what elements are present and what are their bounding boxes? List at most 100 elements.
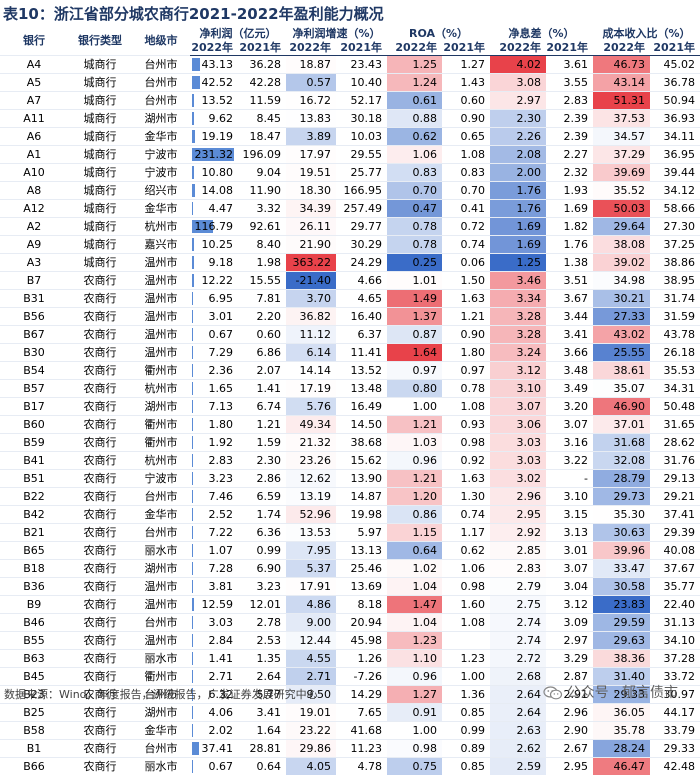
roa-2022-cell: 0.80 (387, 380, 442, 398)
growth-2021-cell: 10.03 (336, 128, 387, 146)
roa-2022-cell: 0.86 (387, 506, 442, 524)
region-cell: 湖州市 (132, 704, 190, 722)
net-profit-value: 0.67 (209, 328, 234, 341)
roa-2021-cell: 0.06 (442, 254, 490, 272)
nim-2022-cell: 3.08 (490, 74, 546, 92)
roa-2022-cell: 1.27 (387, 686, 442, 704)
nim-2022-cell: 1.76 (490, 200, 546, 218)
nim-2021-cell: 2.32 (546, 164, 593, 182)
net-profit-value: 7.13 (209, 400, 234, 413)
net-profit-bar (192, 238, 194, 251)
growth-2021-cell: 166.95 (336, 182, 387, 200)
roa-2022-cell: 0.91 (387, 704, 442, 722)
cost-income-2022-cell: 43.02 (593, 326, 650, 344)
growth-2021-cell: -7.26 (336, 668, 387, 686)
nim-2022-cell: 2.95 (490, 506, 546, 524)
net-profit-2021-cell: 6.74 (238, 398, 286, 416)
net-profit-2022-cell: 4.06 (190, 704, 238, 722)
year-header: 2022年 (190, 41, 238, 56)
region-cell: 台州市 (132, 92, 190, 110)
region-cell: 温州市 (132, 272, 190, 290)
nim-2022-cell: 2.68 (490, 668, 546, 686)
page-title: 表10：浙江省部分城农商行2021-2022年盈利能力概况 (3, 2, 384, 26)
net-profit-value: 7.22 (209, 526, 234, 539)
growth-2021-cell: 13.90 (336, 470, 387, 488)
roa-2022-cell: 1.00 (387, 398, 442, 416)
roa-2021-cell: 0.92 (442, 452, 490, 470)
type-cell: 农商行 (68, 758, 132, 775)
nim-2022-cell: 2.30 (490, 110, 546, 128)
net-profit-value: 1.92 (209, 436, 234, 449)
net-profit-2021-cell: 28.81 (238, 740, 286, 758)
cost-income-2022-cell: 29.64 (593, 218, 650, 236)
region-cell: 丽水市 (132, 650, 190, 668)
cost-income-2022-cell: 38.08 (593, 236, 650, 254)
growth-2022-cell: 6.14 (286, 344, 336, 362)
nim-2021-cell: 3.61 (546, 56, 593, 74)
growth-2022-cell: 5.76 (286, 398, 336, 416)
net-profit-2021-cell: 0.99 (238, 542, 286, 560)
cost-income-2021-cell: 34.11 (650, 128, 700, 146)
nim-2021-cell: 3.04 (546, 578, 593, 596)
net-profit-2021-cell: 0.60 (238, 326, 286, 344)
cost-income-2021-cell: 38.86 (650, 254, 700, 272)
net-profit-2021-cell: 42.28 (238, 74, 286, 92)
type-cell: 农商行 (68, 308, 132, 326)
net-profit-value: 9.18 (209, 256, 234, 269)
net-profit-2022-cell: 9.18 (190, 254, 238, 272)
cost-income-2022-cell: 35.52 (593, 182, 650, 200)
type-cell: 城商行 (68, 146, 132, 164)
net-profit-bar (192, 472, 193, 485)
nim-2022-cell: 3.10 (490, 380, 546, 398)
bank-cell: B56 (0, 308, 68, 326)
growth-2022-cell: 12.44 (286, 632, 336, 650)
type-cell: 农商行 (68, 344, 132, 362)
growth-2021-cell: 23.43 (336, 56, 387, 74)
roa-2022-cell: 1.25 (387, 56, 442, 74)
growth-2021-cell: 38.68 (336, 434, 387, 452)
bank-cell: A4 (0, 56, 68, 74)
cost-income-2022-cell: 30.21 (593, 290, 650, 308)
roa-2021-cell: 1.36 (442, 686, 490, 704)
nim-2022-cell: 2.83 (490, 560, 546, 578)
group-header-cost-income: 成本收入比（%） (593, 26, 700, 41)
nim-2021-cell: 2.39 (546, 128, 593, 146)
cost-income-2022-cell: 28.79 (593, 470, 650, 488)
growth-2021-cell: 16.49 (336, 398, 387, 416)
type-cell: 城商行 (68, 92, 132, 110)
growth-2022-cell: 23.26 (286, 452, 336, 470)
net-profit-2021-cell: 2.78 (238, 614, 286, 632)
net-profit-2022-cell: 3.81 (190, 578, 238, 596)
roa-2022-cell: 0.47 (387, 200, 442, 218)
growth-2022-cell: 2.71 (286, 668, 336, 686)
growth-2022-cell: 19.51 (286, 164, 336, 182)
cost-income-2022-cell: 33.47 (593, 560, 650, 578)
roa-2022-cell: 0.78 (387, 218, 442, 236)
roa-2021-cell (442, 632, 490, 650)
growth-2022-cell: 13.19 (286, 488, 336, 506)
roa-2022-cell: 0.96 (387, 452, 442, 470)
net-profit-value: 1.07 (209, 544, 234, 557)
net-profit-2021-cell: 1.59 (238, 434, 286, 452)
roa-2021-cell: 1.17 (442, 524, 490, 542)
roa-2021-cell: 0.65 (442, 128, 490, 146)
growth-2022-cell: 26.11 (286, 218, 336, 236)
growth-2022-cell: 3.89 (286, 128, 336, 146)
type-cell: 城商行 (68, 164, 132, 182)
bank-cell: B46 (0, 614, 68, 632)
growth-2021-cell: 29.77 (336, 218, 387, 236)
group-header-profit-growth: 净利润增速（%） (286, 26, 387, 41)
nim-2022-cell: 3.06 (490, 416, 546, 434)
roa-2021-cell: 1.06 (442, 560, 490, 578)
growth-2022-cell: 17.91 (286, 578, 336, 596)
growth-2022-cell: 11.12 (286, 326, 336, 344)
roa-2022-cell: 1.00 (387, 722, 442, 740)
cost-income-2021-cell: 50.94 (650, 92, 700, 110)
nim-2022-cell: 2.64 (490, 704, 546, 722)
nim-2021-cell: 3.29 (546, 650, 593, 668)
growth-2021-cell: 25.77 (336, 164, 387, 182)
